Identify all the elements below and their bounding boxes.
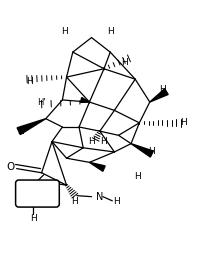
FancyBboxPatch shape bbox=[16, 180, 59, 207]
Polygon shape bbox=[89, 162, 105, 171]
Text: H: H bbox=[17, 127, 24, 136]
Text: H: H bbox=[113, 197, 120, 207]
Text: H: H bbox=[107, 27, 114, 36]
Text: N: N bbox=[96, 192, 104, 202]
Text: O: O bbox=[6, 162, 15, 171]
Text: H: H bbox=[134, 172, 141, 181]
Text: Aos: Aos bbox=[29, 188, 46, 199]
Text: H: H bbox=[121, 58, 128, 67]
Text: H: H bbox=[88, 137, 95, 146]
Text: H: H bbox=[61, 27, 68, 36]
Text: H: H bbox=[26, 77, 32, 86]
Polygon shape bbox=[131, 144, 153, 157]
Polygon shape bbox=[17, 119, 46, 135]
Text: H: H bbox=[159, 85, 166, 94]
Polygon shape bbox=[150, 89, 168, 102]
Text: H: H bbox=[30, 214, 37, 223]
Polygon shape bbox=[80, 98, 89, 102]
Text: H: H bbox=[72, 197, 78, 207]
Text: H': H' bbox=[37, 98, 46, 106]
Text: H: H bbox=[180, 118, 186, 127]
Text: H: H bbox=[149, 148, 155, 156]
Text: H: H bbox=[101, 137, 107, 146]
